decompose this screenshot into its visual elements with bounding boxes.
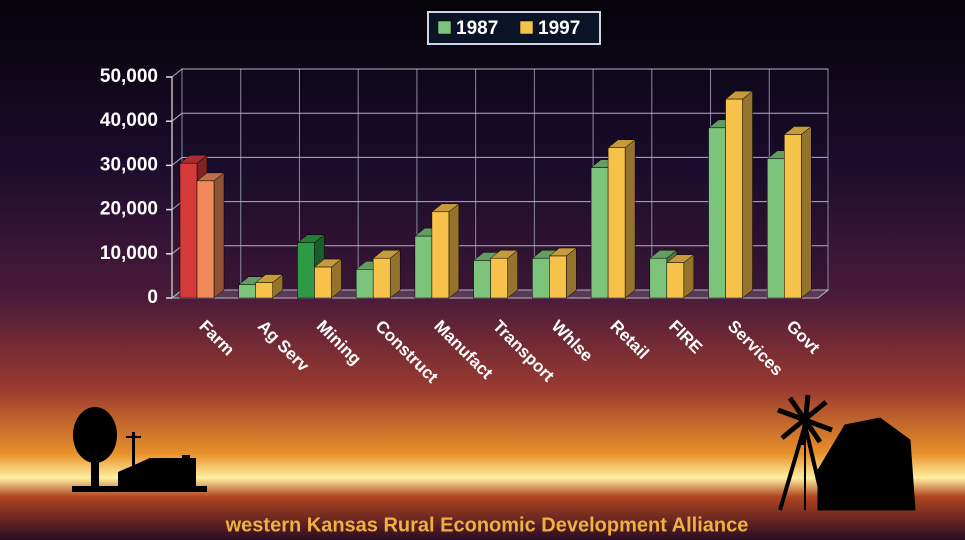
bar <box>197 173 224 298</box>
bar <box>432 204 459 298</box>
y-tick-label: 20,000 <box>100 199 158 220</box>
legend-swatch <box>520 21 533 34</box>
bar-front <box>197 181 214 298</box>
y-tick-label: 40,000 <box>100 110 158 131</box>
bar-front <box>239 285 256 298</box>
bar-side <box>625 140 635 298</box>
bar-side <box>449 204 459 298</box>
bar-front <box>432 212 449 298</box>
bar-side <box>214 173 224 298</box>
bar-front <box>474 260 491 298</box>
bar <box>608 140 635 298</box>
footer: western Kansas Rural Economic Developmen… <box>225 514 749 536</box>
bar-front <box>608 148 625 298</box>
bar-front <box>356 269 373 298</box>
bar-front <box>373 258 390 298</box>
bar <box>667 255 694 298</box>
bar-front <box>784 134 801 298</box>
legend-swatch <box>438 21 451 34</box>
legend: 1987 1997 <box>428 12 600 44</box>
bar-front <box>767 159 784 298</box>
bar-front <box>314 267 331 298</box>
bar <box>314 259 341 298</box>
y-tick-label: 10,000 <box>100 243 158 264</box>
bar-front <box>491 258 508 298</box>
bar-front <box>667 263 684 298</box>
bar-front <box>532 258 549 298</box>
chart: 010,00020,00030,00040,00050,000FarmAg Se… <box>0 0 965 540</box>
y-tick-label: 50,000 <box>100 66 158 87</box>
bar-front <box>650 258 667 298</box>
bar-front <box>549 256 566 298</box>
bar-front <box>709 128 726 298</box>
y-tick-label: 0 <box>147 287 158 308</box>
bar <box>373 250 400 298</box>
bar-side <box>508 250 518 298</box>
bar-front <box>297 243 314 298</box>
bar-side <box>390 250 400 298</box>
bar-side <box>743 91 753 298</box>
bar-front <box>726 99 743 298</box>
bar-front <box>415 236 432 298</box>
bar-side <box>801 126 811 298</box>
bar-front <box>256 283 273 298</box>
bar <box>491 250 518 298</box>
bar <box>784 126 811 298</box>
bar-front <box>180 163 197 298</box>
legend-label: 1987 <box>456 18 498 39</box>
y-tick-label: 30,000 <box>100 154 158 175</box>
bar-side <box>566 248 576 298</box>
bar <box>549 248 576 298</box>
bar <box>726 91 753 298</box>
bar-front <box>591 168 608 298</box>
legend-label: 1997 <box>538 18 580 39</box>
